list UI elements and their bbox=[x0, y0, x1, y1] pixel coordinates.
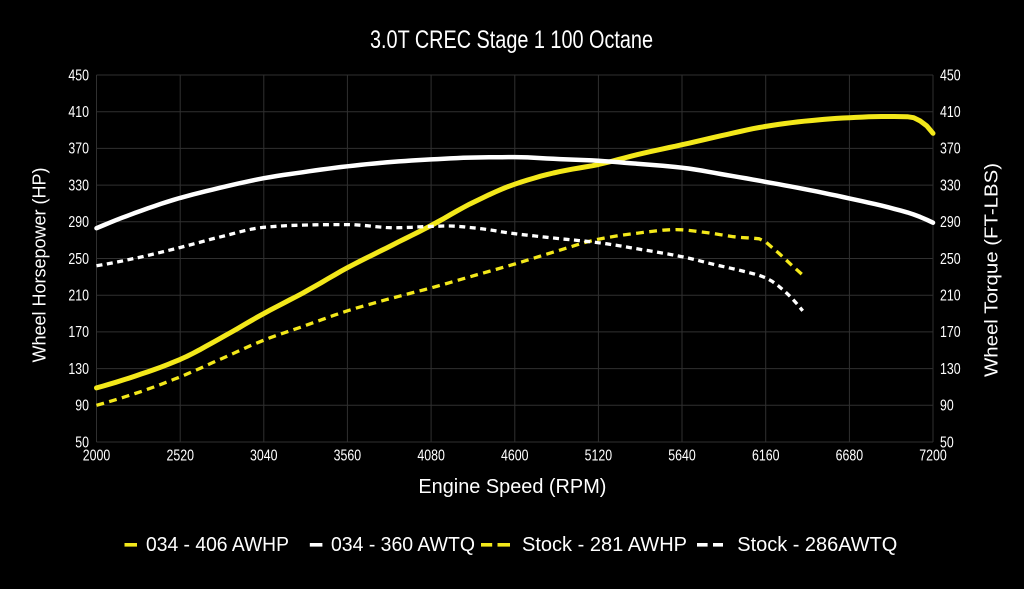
svg-text:290: 290 bbox=[68, 214, 89, 231]
svg-text:034 - 406 AWHP: 034 - 406 AWHP bbox=[146, 534, 289, 556]
svg-text:250: 250 bbox=[68, 251, 89, 268]
svg-text:5640: 5640 bbox=[668, 448, 696, 465]
svg-text:Wheel Horsepower (HP): Wheel Horsepower (HP) bbox=[30, 168, 50, 363]
svg-text:7200: 7200 bbox=[919, 448, 947, 465]
svg-text:250: 250 bbox=[940, 251, 961, 268]
svg-text:450: 450 bbox=[940, 67, 961, 84]
svg-text:410: 410 bbox=[68, 104, 89, 121]
svg-text:4600: 4600 bbox=[501, 448, 529, 465]
svg-text:290: 290 bbox=[940, 214, 961, 231]
svg-text:Engine Speed (RPM): Engine Speed (RPM) bbox=[418, 476, 606, 498]
svg-text:90: 90 bbox=[940, 398, 954, 415]
svg-text:330: 330 bbox=[940, 177, 961, 194]
svg-text:170: 170 bbox=[68, 324, 89, 341]
svg-text:2000: 2000 bbox=[83, 448, 111, 465]
svg-text:210: 210 bbox=[940, 288, 961, 305]
svg-text:Wheel Torque (FT-LBS): Wheel Torque (FT-LBS) bbox=[982, 163, 1002, 377]
svg-text:50: 50 bbox=[940, 434, 954, 451]
svg-text:5120: 5120 bbox=[585, 448, 613, 465]
svg-text:370: 370 bbox=[940, 141, 961, 158]
svg-text:034 - 360 AWTQ: 034 - 360 AWTQ bbox=[331, 534, 475, 556]
svg-text:4080: 4080 bbox=[417, 448, 445, 465]
svg-text:210: 210 bbox=[68, 288, 89, 305]
svg-text:90: 90 bbox=[75, 398, 89, 415]
svg-text:Stock - 286AWTQ: Stock - 286AWTQ bbox=[737, 534, 897, 556]
svg-text:370: 370 bbox=[68, 141, 89, 158]
svg-text:2520: 2520 bbox=[166, 448, 194, 465]
svg-text:Stock - 281 AWHP: Stock - 281 AWHP bbox=[522, 534, 687, 556]
svg-text:130: 130 bbox=[940, 361, 961, 378]
svg-text:170: 170 bbox=[940, 324, 961, 341]
svg-text:130: 130 bbox=[68, 361, 89, 378]
svg-text:6680: 6680 bbox=[836, 448, 864, 465]
svg-text:6160: 6160 bbox=[752, 448, 780, 465]
svg-text:330: 330 bbox=[68, 177, 89, 194]
svg-text:3.0T CREC Stage 1 100 Octane: 3.0T CREC Stage 1 100 Octane bbox=[370, 26, 653, 54]
svg-text:50: 50 bbox=[75, 434, 89, 451]
svg-text:3560: 3560 bbox=[334, 448, 362, 465]
svg-text:3040: 3040 bbox=[250, 448, 278, 465]
svg-text:450: 450 bbox=[68, 67, 89, 84]
svg-text:410: 410 bbox=[940, 104, 961, 121]
